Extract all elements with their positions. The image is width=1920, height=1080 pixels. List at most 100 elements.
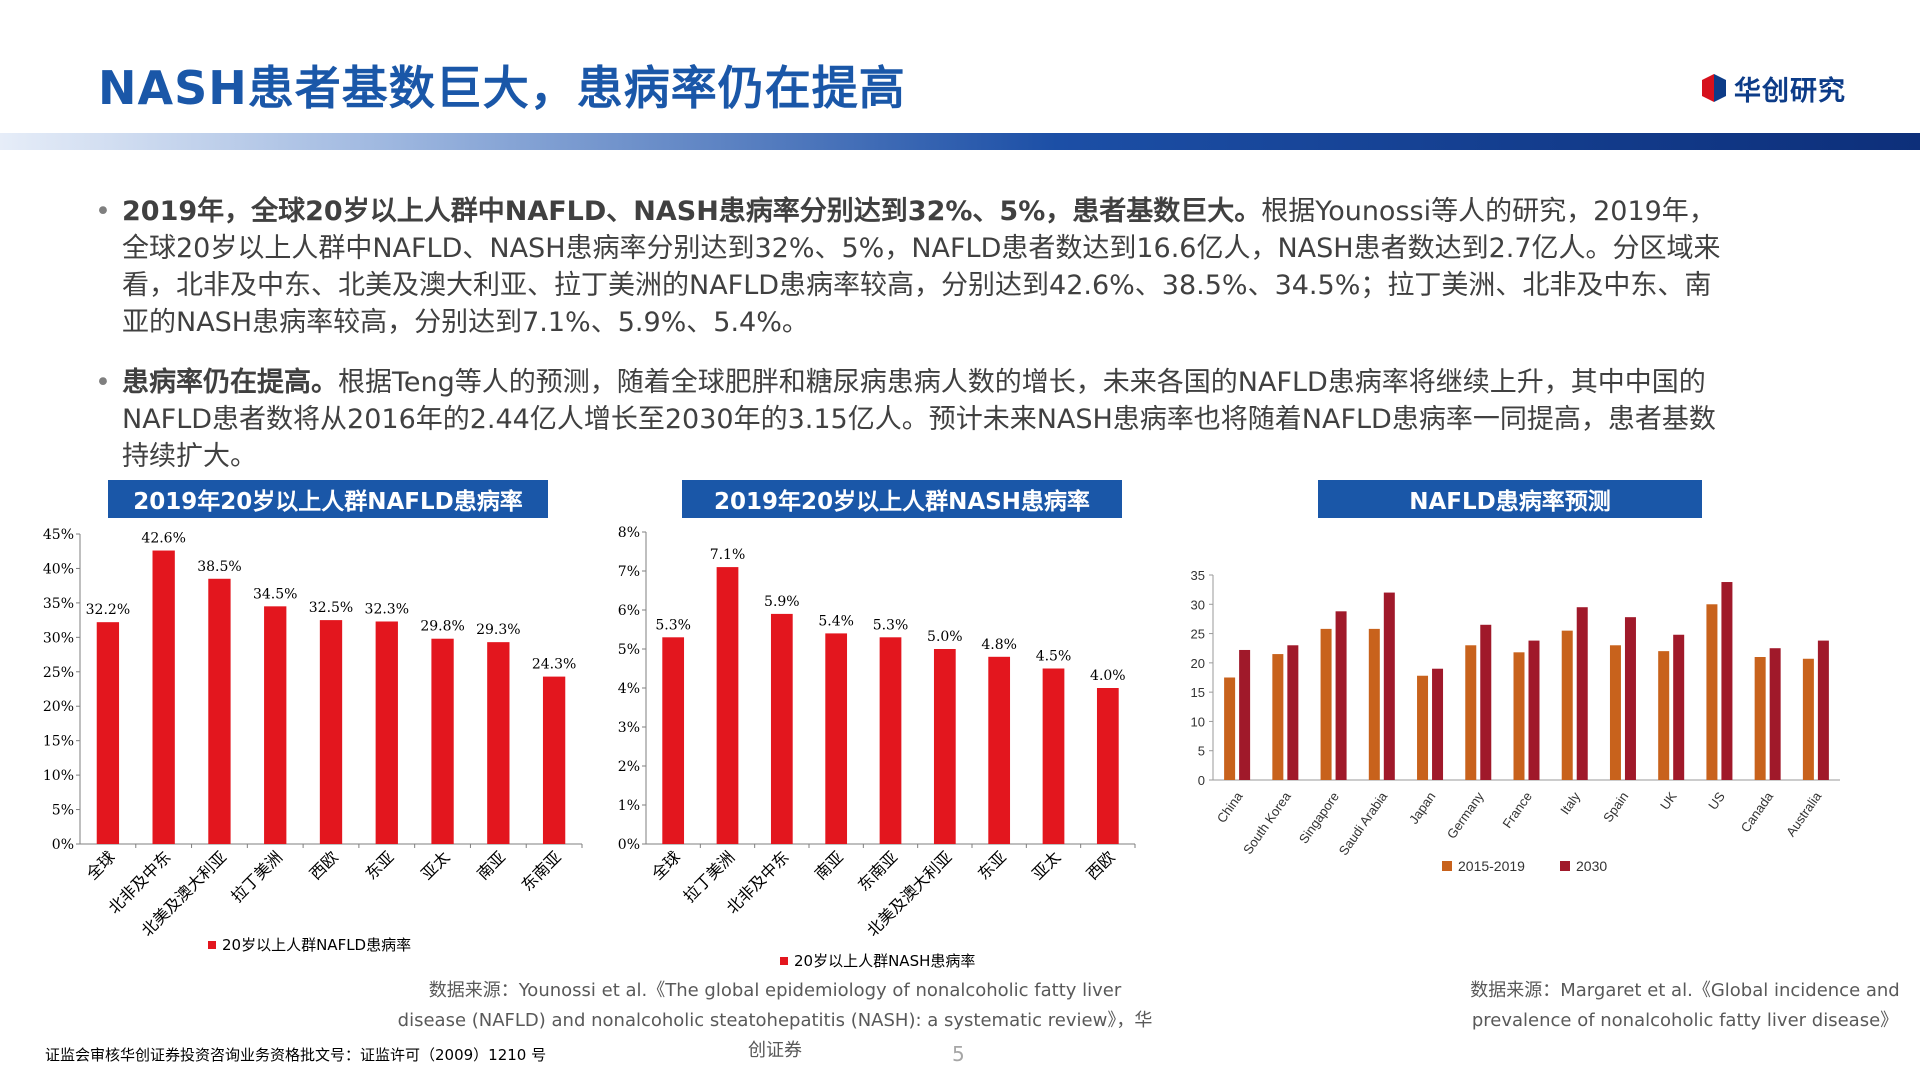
chart2-bar xyxy=(879,637,902,844)
chart3-bar xyxy=(1658,651,1670,780)
chart1-x-tick-label: 全球 xyxy=(83,847,119,883)
chart3-x-tick-label: South Korea xyxy=(1240,788,1294,856)
chart2-y-tick-label: 8% xyxy=(618,525,640,541)
chart1-x-tick-label: 亚太 xyxy=(417,847,453,883)
chart3-x-tick-label: UK xyxy=(1657,789,1680,813)
chart2-legend-label: 20岁以上人群NASH患病率 xyxy=(794,952,975,970)
logo-text: 华创研究 xyxy=(1734,75,1846,107)
chart2-x-tick-label: 全球 xyxy=(648,847,684,883)
chart1-y-tick-label: 15% xyxy=(43,734,74,750)
source-right: 数据来源：Margaret et al.《Global incidence an… xyxy=(1470,980,1900,1031)
chart3-bar xyxy=(1417,675,1429,780)
chart2-bar xyxy=(1096,688,1119,844)
chart2-data-label: 4.5% xyxy=(1036,649,1072,665)
chart2-bar xyxy=(1042,668,1065,844)
chart2-legend-swatch xyxy=(780,957,788,965)
chart2-bar xyxy=(770,613,793,844)
bullet-dot: • xyxy=(95,367,111,398)
chart1-data-label: 24.3% xyxy=(532,657,576,673)
chart2-x-tick-label: 东亚 xyxy=(974,847,1010,883)
chart1-bar xyxy=(319,620,343,844)
chart3-bar xyxy=(1368,628,1380,780)
chart3-y-tick-label: 5 xyxy=(1198,744,1205,759)
chart1-bar xyxy=(542,676,566,844)
chart1-y-tick-label: 5% xyxy=(52,803,74,819)
chart3-x-tick-label: Saudi Arabia xyxy=(1336,788,1391,858)
chart3-bar xyxy=(1224,677,1236,780)
chart2-bar xyxy=(933,649,956,844)
chart3-bar xyxy=(1513,652,1525,780)
chart2-data-label: 4.0% xyxy=(1090,668,1126,684)
chart1-bar xyxy=(96,622,120,844)
chart3-x-tick-label: China xyxy=(1214,788,1246,825)
chart2-data-label: 5.3% xyxy=(655,617,691,633)
chart2-y-tick-label: 4% xyxy=(618,681,640,697)
chart1-bar xyxy=(431,638,454,844)
chart3-bar xyxy=(1561,630,1573,780)
chart3-legend-label: 2015-2019 xyxy=(1458,858,1525,874)
chart2-y-tick-label: 1% xyxy=(618,798,640,814)
chart1-data-label: 42.6% xyxy=(141,531,185,547)
chart1-y-tick-label: 35% xyxy=(43,596,74,612)
chart3-y-tick-label: 20 xyxy=(1191,656,1205,671)
chart1-x-tick-label: 东南亚 xyxy=(518,847,565,894)
chart3-y-tick-label: 30 xyxy=(1191,597,1205,612)
chart2-x-tick-label: 东南亚 xyxy=(854,847,901,894)
chart3-legend-swatch xyxy=(1560,861,1570,871)
chart1-x-tick-label: 南亚 xyxy=(473,847,509,883)
chart3-bar xyxy=(1465,645,1477,780)
chart2-title: 2019年20岁以上人群NASH患病率 xyxy=(682,480,1122,518)
chart2-bar xyxy=(662,637,685,844)
chart2-bar xyxy=(988,656,1011,844)
chart3-bar xyxy=(1817,640,1829,780)
chart2-data-label: 5.9% xyxy=(764,594,800,610)
chart3-bar xyxy=(1624,617,1636,780)
chart1-x-tick-label: 拉丁美洲 xyxy=(227,847,286,906)
chart2-data-label: 4.8% xyxy=(981,637,1017,653)
logo-icon xyxy=(1700,74,1726,102)
chart3-x-tick-label: France xyxy=(1499,789,1534,831)
bullet-2-body: 根据Teng等人的预测，随着全球肥胖和糖尿病患病人数的增长，未来各国的NAFLD… xyxy=(122,367,1716,472)
chart1-y-tick-label: 25% xyxy=(43,665,74,681)
chart2-bar xyxy=(825,633,848,844)
chart3-x-tick-label: Singapore xyxy=(1296,789,1342,846)
chart3-bar xyxy=(1576,607,1588,780)
chart3-bar xyxy=(1239,649,1251,780)
chart3-x-tick-label: Germany xyxy=(1444,789,1487,842)
chart1-data-label: 32.3% xyxy=(365,601,409,617)
chart3-legend-swatch xyxy=(1442,861,1452,871)
chart3-x-tick-label: Japan xyxy=(1406,789,1439,827)
chart1-y-tick-label: 20% xyxy=(43,699,74,715)
chart1-y-tick-label: 40% xyxy=(43,561,74,577)
page-title: NASH患者基数巨大，患病率仍在提高 xyxy=(98,61,906,115)
chart3-y-tick-label: 15 xyxy=(1191,685,1205,700)
chart2-data-label: 5.0% xyxy=(927,629,963,645)
bullet-2: • 患病率仍在提高。根据Teng等人的预测，随着全球肥胖和糖尿病患病人数的增长，… xyxy=(95,364,1735,475)
chart3-bar xyxy=(1383,592,1395,780)
chart3-y-tick-label: 0 xyxy=(1198,773,1205,788)
chart2-data-label: 5.4% xyxy=(818,613,854,629)
chart2-y-tick-label: 2% xyxy=(618,759,640,775)
chart3-bar xyxy=(1320,628,1332,780)
chart3-bar xyxy=(1528,640,1540,780)
chart1-bar xyxy=(208,578,231,844)
chart1-legend-label: 20岁以上人群NAFLD患病率 xyxy=(222,936,411,954)
chart1-data-label: 34.5% xyxy=(253,586,297,602)
chart3-x-tick-label: Canada xyxy=(1738,788,1777,835)
chart1-bar xyxy=(264,606,287,844)
header-divider-band xyxy=(0,133,1920,150)
chart1-data-label: 38.5% xyxy=(197,559,241,575)
chart3-bar xyxy=(1721,582,1733,780)
chart3-bar xyxy=(1335,611,1347,780)
chart1-bar xyxy=(375,621,398,844)
chart2-x-tick-label: 南亚 xyxy=(811,847,847,883)
nash-prevalence-chart: 0%1%2%3%4%5%6%7%8%5.3%全球7.1%拉丁美洲5.9%北非及中… xyxy=(618,525,1136,970)
chart1-data-label: 32.2% xyxy=(86,602,130,618)
chart3-y-tick-label: 25 xyxy=(1191,627,1205,642)
chart3-bar xyxy=(1706,604,1718,780)
chart1-x-tick-label: 西欧 xyxy=(306,847,342,883)
chart1-legend-swatch xyxy=(208,941,216,949)
chart3-bar xyxy=(1673,634,1685,780)
chart2-y-tick-label: 3% xyxy=(618,720,640,736)
source-left: 数据来源：Younossi et al.《The global epidemio… xyxy=(397,980,1153,1061)
